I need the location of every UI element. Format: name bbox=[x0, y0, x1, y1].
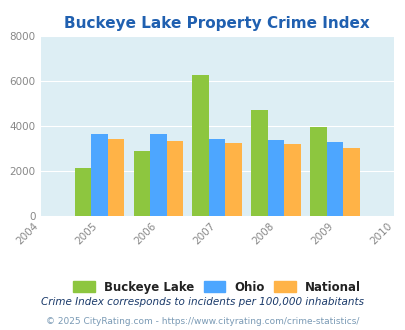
Legend: Buckeye Lake, Ohio, National: Buckeye Lake, Ohio, National bbox=[68, 276, 365, 298]
Bar bbox=[309, 127, 326, 216]
Bar bbox=[209, 139, 225, 216]
Bar bbox=[107, 139, 124, 216]
Title: Buckeye Lake Property Crime Index: Buckeye Lake Property Crime Index bbox=[64, 16, 369, 31]
Bar bbox=[133, 151, 150, 216]
Bar bbox=[91, 134, 107, 216]
Bar bbox=[166, 141, 183, 216]
Bar bbox=[267, 140, 284, 216]
Bar bbox=[251, 111, 267, 216]
Bar bbox=[150, 134, 166, 216]
Bar bbox=[225, 143, 241, 216]
Text: Crime Index corresponds to incidents per 100,000 inhabitants: Crime Index corresponds to incidents per… bbox=[41, 297, 364, 307]
Bar bbox=[75, 168, 91, 216]
Bar bbox=[326, 142, 342, 216]
Bar bbox=[192, 75, 209, 216]
Bar bbox=[284, 144, 300, 216]
Bar bbox=[342, 148, 359, 216]
Text: © 2025 CityRating.com - https://www.cityrating.com/crime-statistics/: © 2025 CityRating.com - https://www.city… bbox=[46, 317, 359, 326]
